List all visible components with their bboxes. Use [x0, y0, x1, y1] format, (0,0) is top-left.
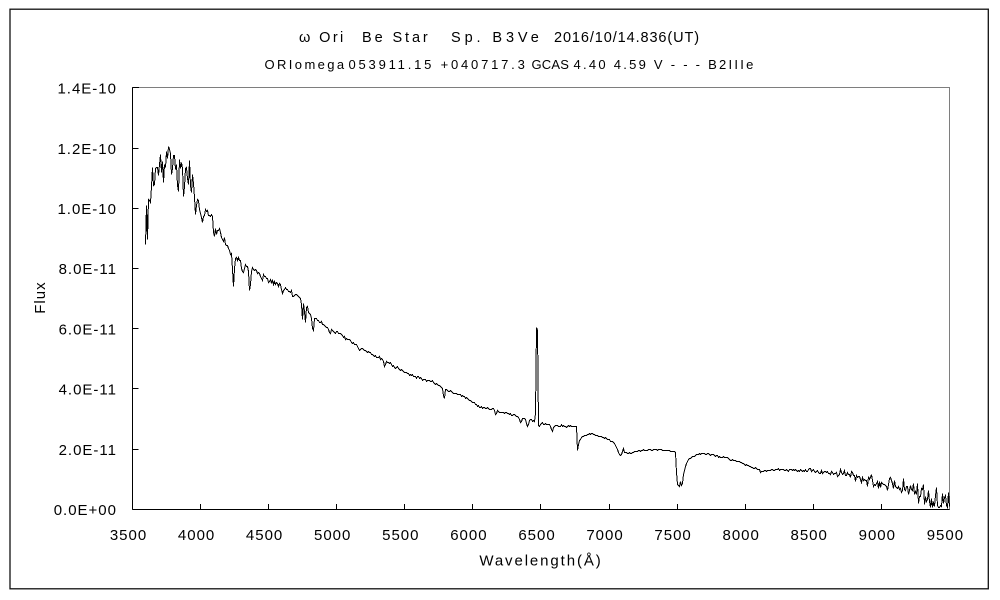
svg-text:4500: 4500 [246, 527, 283, 544]
svg-text:6.0E-11: 6.0E-11 [59, 322, 117, 339]
svg-text:3500: 3500 [110, 527, 147, 544]
svg-text:4.0E-11: 4.0E-11 [59, 382, 117, 399]
svg-text:5500: 5500 [382, 527, 419, 544]
svg-text:ORIomega: ORIomega [265, 57, 347, 72]
svg-text:GCAS: GCAS [532, 57, 570, 72]
svg-text:9500: 9500 [927, 527, 964, 544]
svg-text:7000: 7000 [586, 527, 623, 544]
svg-text:4.40 4.59 V - - - B2IIIe: 4.40 4.59 V - - - B2IIIe [574, 57, 756, 72]
svg-text:1.4E-10: 1.4E-10 [57, 81, 117, 98]
svg-text:1.0E-10: 1.0E-10 [57, 201, 117, 218]
svg-text:2.0E-11: 2.0E-11 [59, 442, 117, 459]
svg-text:9000: 9000 [859, 527, 896, 544]
svg-text:Wavelength(Å): Wavelength(Å) [479, 553, 602, 570]
svg-text:4000: 4000 [178, 527, 215, 544]
svg-text:Be Star: Be Star [362, 30, 431, 46]
svg-text:7500: 7500 [654, 527, 691, 544]
svg-text:0.0E+00: 0.0E+00 [54, 502, 117, 519]
svg-text:6000: 6000 [450, 527, 487, 544]
svg-text:8000: 8000 [723, 527, 760, 544]
svg-text:1.2E-10: 1.2E-10 [57, 141, 117, 158]
svg-text:8.0E-11: 8.0E-11 [59, 261, 117, 278]
svg-text:2016/10/14.836(UT): 2016/10/14.836(UT) [554, 30, 700, 46]
svg-text:Sp. B3Ve: Sp. B3Ve [451, 30, 543, 46]
svg-text:6500: 6500 [518, 527, 555, 544]
svg-text:5000: 5000 [314, 527, 351, 544]
svg-text:8500: 8500 [791, 527, 828, 544]
svg-text:Flux: Flux [32, 281, 49, 313]
svg-text:ω Ori: ω Ori [299, 30, 346, 46]
svg-text:053911.15 +040717.3: 053911.15 +040717.3 [349, 57, 528, 72]
